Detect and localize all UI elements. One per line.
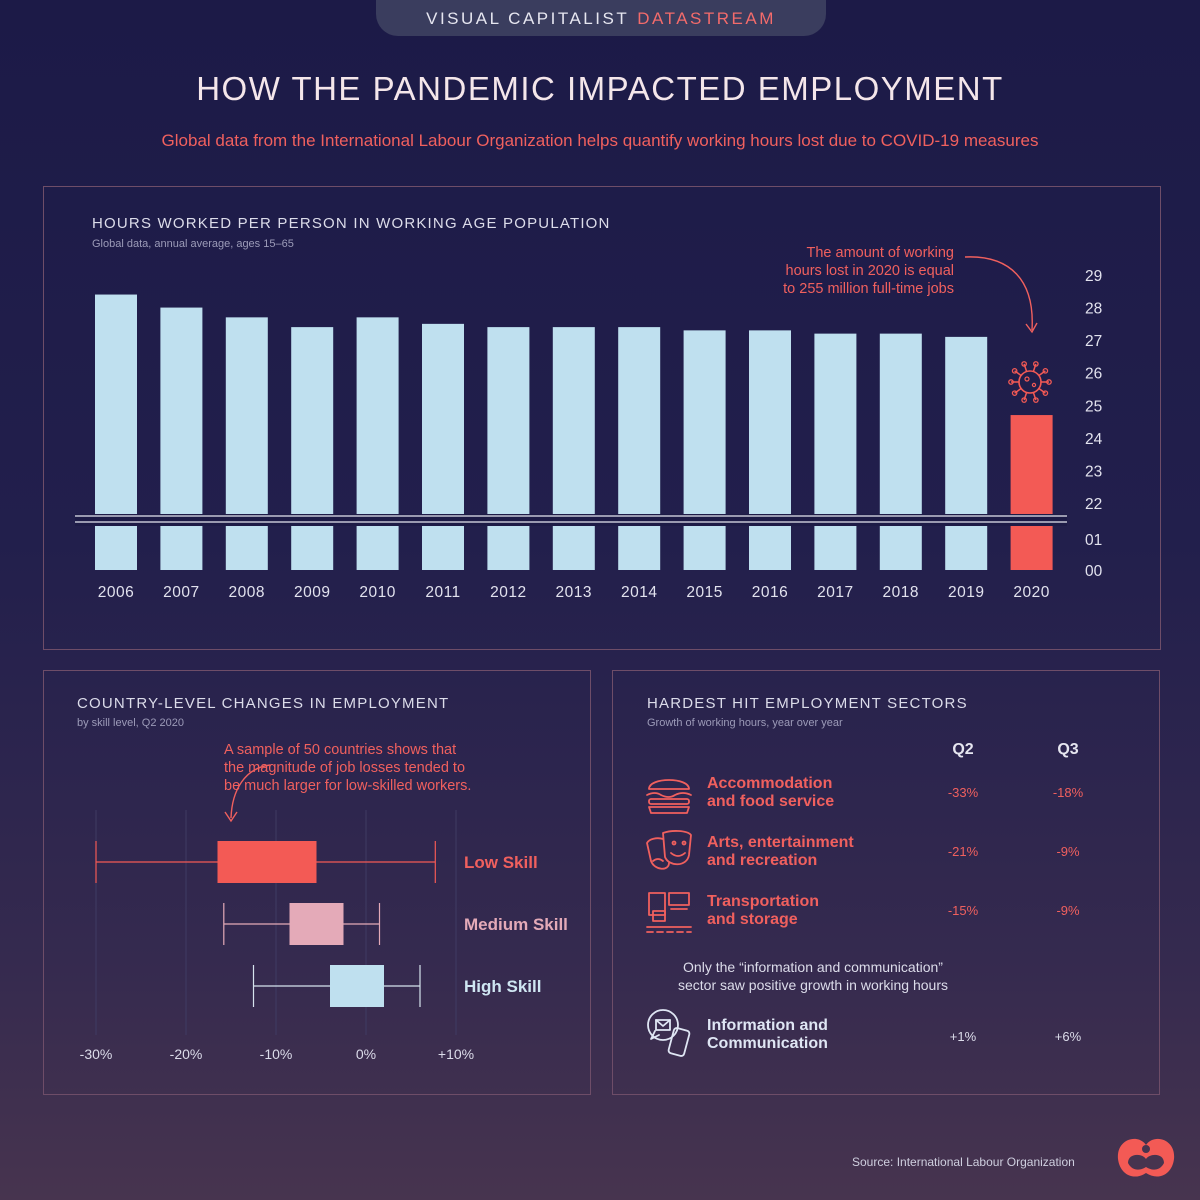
bar-2010 <box>356 317 399 570</box>
y-tick-label: 29 <box>1085 268 1102 285</box>
axis-break-band <box>75 514 1067 526</box>
bar-2018 <box>879 333 922 570</box>
x-tick-label: 2020 <box>1013 584 1049 601</box>
y-tick-label: 01 <box>1085 532 1102 549</box>
x-tick-label: 2012 <box>490 584 526 601</box>
x-tick-label: 2014 <box>621 584 657 601</box>
x-tick-label: 2019 <box>948 584 984 601</box>
y-tick-label: 25 <box>1085 398 1102 415</box>
virus-icon <box>1008 361 1052 403</box>
bar-2009 <box>291 327 334 570</box>
sector-label-line: and food service <box>707 793 835 810</box>
x-tick-label: 2017 <box>817 584 853 601</box>
x-tick-label: 2010 <box>359 584 395 601</box>
page-subtitle: Global data from the International Labou… <box>161 131 1039 150</box>
note-line: to 255 million full-time jobs <box>783 281 954 297</box>
sector-label-line: and recreation <box>707 852 818 869</box>
sectors-panel: HARDEST HIT EMPLOYMENT SECTORS Growth of… <box>612 670 1160 1095</box>
page-title: HOW THE PANDEMIC IMPACTED EMPLOYMENT <box>196 70 1004 107</box>
note-line: sector saw positive growth in working ho… <box>677 977 948 993</box>
brand-stream: DATASTREAM <box>637 9 776 28</box>
truck-warehouse-icon <box>646 892 692 933</box>
bar-2015 <box>683 330 726 570</box>
bar-2019 <box>945 336 988 570</box>
sector-q2-value: -15% <box>947 903 979 918</box>
sector-q3-value: -18% <box>1052 785 1084 800</box>
sector-q2-value: -33% <box>947 785 979 800</box>
x-tick-label: 2007 <box>163 584 199 601</box>
hours-bar-chart: 2006 2007 2008 2009 2010 2011 2012 2013 2014 2015… <box>75 256 1103 601</box>
bar-2011 <box>422 323 464 570</box>
phone-message-icon <box>647 1009 691 1057</box>
y-tick-label: 23 <box>1085 463 1102 480</box>
x-tick-label: 2013 <box>556 584 592 601</box>
y-tick-label: 00 <box>1085 563 1103 580</box>
sector-label-line: Accommodation <box>707 775 833 792</box>
y-tick-label: 24 <box>1085 431 1103 448</box>
y-tick-label: 27 <box>1085 333 1102 350</box>
positive-growth-note: Only the “information and communication”… <box>633 958 993 994</box>
note-line: be much larger for low-skilled workers. <box>224 778 472 794</box>
bar-2014 <box>618 327 661 570</box>
sector-label-line: Transportation <box>707 893 820 910</box>
y-tick-label: 28 <box>1085 301 1102 318</box>
bar-2016 <box>749 330 791 570</box>
x-tick-label: 2018 <box>883 584 919 601</box>
sectors-title: HARDEST HIT EMPLOYMENT SECTORS <box>647 695 968 712</box>
note-arrow-head <box>1025 322 1038 334</box>
skill-chart-note: A sample of 50 countries shows that the … <box>224 741 564 795</box>
sector-label-line: Communication <box>707 1035 828 1052</box>
note-line: Only the “information and communication” <box>683 959 943 975</box>
column-header-q2: Q2 <box>952 741 974 758</box>
sectors-subtitle: Growth of working hours, year over year <box>647 717 843 729</box>
sector-label-information: Information and Communication <box>707 1017 828 1053</box>
bar-2006 <box>95 294 137 570</box>
sector-label-arts: Arts, entertainment and recreation <box>707 834 854 870</box>
x-tick-label: 2011 <box>425 584 460 601</box>
theater-masks-icon <box>646 830 692 870</box>
x-tick-label: 2016 <box>752 584 788 601</box>
skill-chart-panel: COUNTRY-LEVEL CHANGES IN EMPLOYMENT by s… <box>43 670 591 1095</box>
x-tick-label: 2008 <box>229 584 265 601</box>
x-tick-label: 2009 <box>294 584 330 601</box>
bar-2012 <box>487 327 530 570</box>
source-note: Source: International Labour Organizatio… <box>852 1155 1075 1169</box>
hours-chart-note: The amount of working hours lost in 2020… <box>664 244 954 298</box>
sector-label-line: and storage <box>707 911 798 928</box>
bar-2020 <box>1010 415 1053 570</box>
sector-label-line: Information and <box>707 1017 828 1034</box>
skill-chart-title: COUNTRY-LEVEL CHANGES IN EMPLOYMENT <box>77 695 450 712</box>
x-tick-label: 2006 <box>98 584 134 601</box>
skill-chart-subtitle: by skill level, Q2 2020 <box>77 717 184 729</box>
brand-tab: VISUAL CAPITALIST DATASTREAM <box>376 0 826 36</box>
sector-label-accommodation: Accommodation and food service <box>707 775 834 811</box>
sector-q2-value: -21% <box>947 844 979 859</box>
y-tick-label: 22 <box>1085 496 1102 513</box>
sector-q2-value: +1% <box>949 1029 977 1044</box>
sector-q3-value: +6% <box>1054 1029 1082 1044</box>
hours-chart-panel: HOURS WORKED PER PERSON IN WORKING AGE P… <box>43 186 1161 650</box>
bar-2007 <box>160 307 203 570</box>
sector-label-line: Arts, entertainment <box>707 834 854 851</box>
sector-q3-value: -9% <box>1056 903 1080 918</box>
column-header-q3: Q3 <box>1057 741 1079 758</box>
bar-2017 <box>814 333 857 570</box>
visual-capitalist-logo <box>1117 1138 1175 1177</box>
burger-icon <box>646 779 692 814</box>
note-line: A sample of 50 countries shows that <box>224 742 457 758</box>
note-arrow <box>964 256 1033 331</box>
x-tick-label: 2015 <box>686 584 722 601</box>
sector-q3-value: -9% <box>1056 844 1080 859</box>
note-line: hours lost in 2020 is equal <box>785 263 954 279</box>
note-line: The amount of working <box>806 245 955 261</box>
hours-chart-subtitle: Global data, annual average, ages 15–65 <box>92 238 294 250</box>
brand-name: VISUAL CAPITALIST <box>426 9 630 28</box>
bar-2013 <box>552 327 595 570</box>
bar-2008 <box>225 317 268 570</box>
y-tick-label: 26 <box>1085 366 1102 383</box>
hours-chart-title: HOURS WORKED PER PERSON IN WORKING AGE P… <box>92 215 611 232</box>
sector-label-transportation: Transportation and storage <box>707 893 819 929</box>
note-line: the magnitude of job losses tended to <box>224 760 466 776</box>
